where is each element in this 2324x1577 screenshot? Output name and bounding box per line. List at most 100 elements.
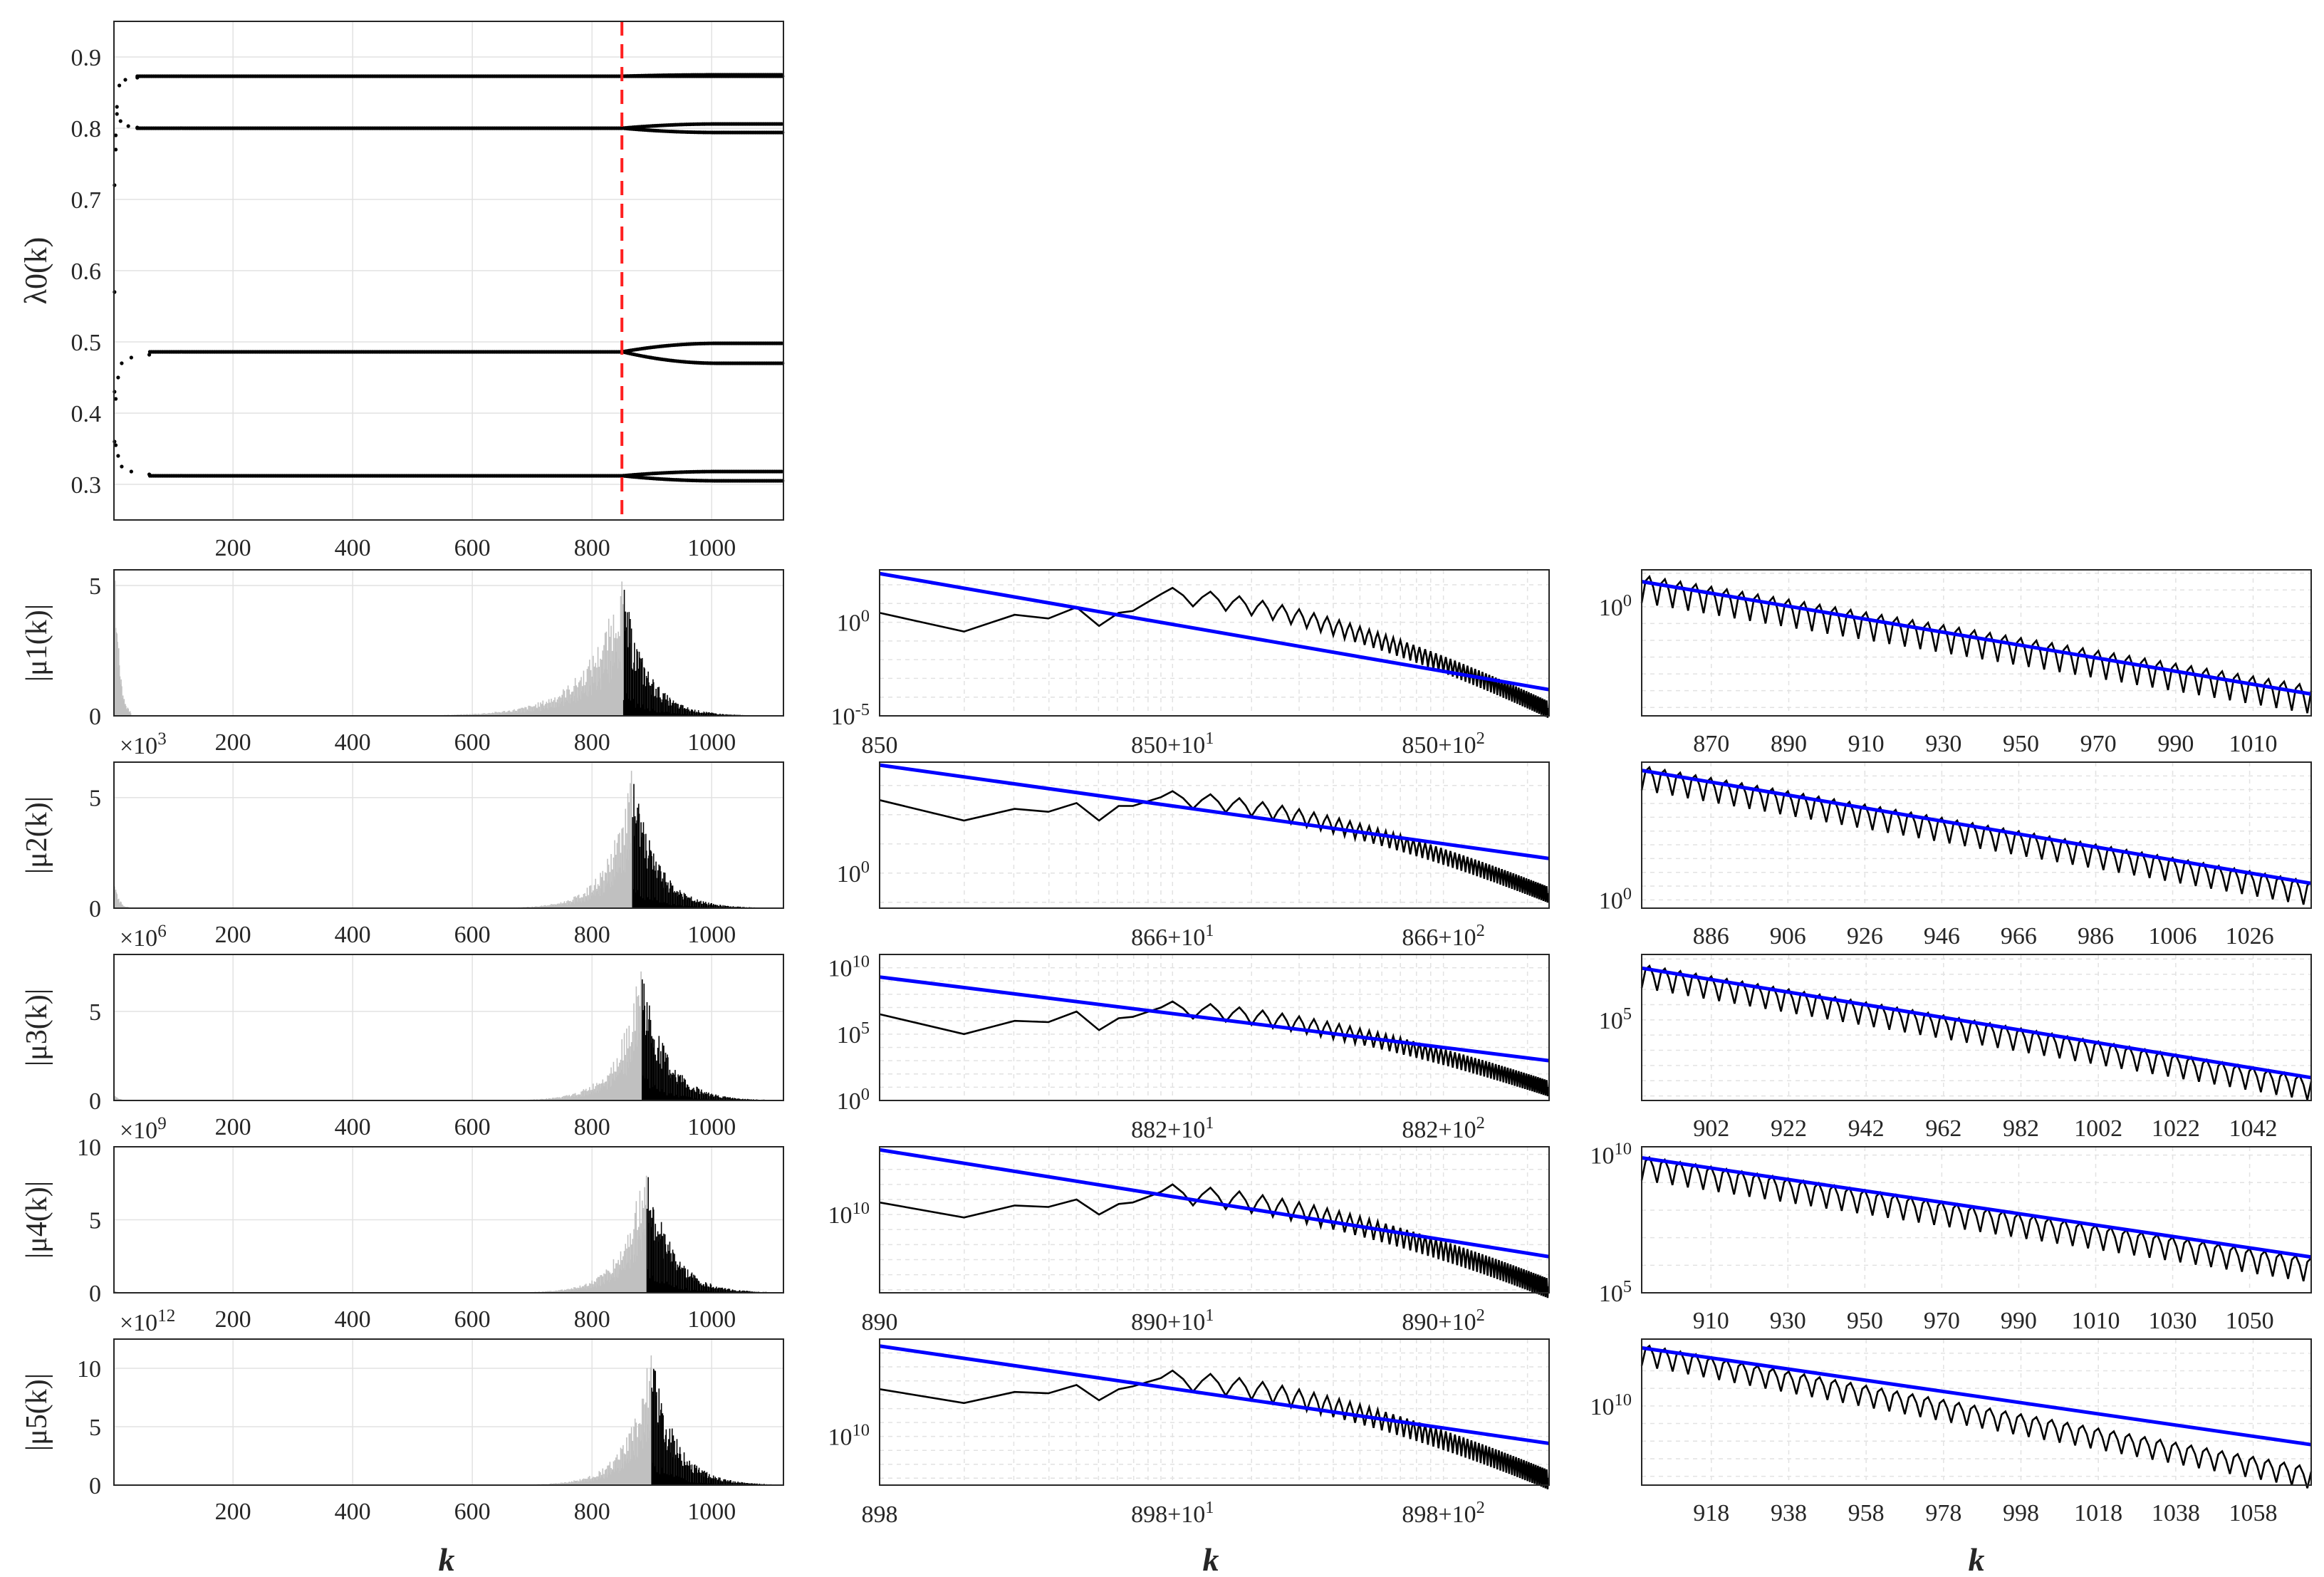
x-tick-label: 966	[2001, 923, 2037, 949]
fit-line-blue	[1641, 1346, 2312, 1447]
x-tick-label: 400	[335, 1114, 371, 1140]
x-tick-label: 400	[335, 922, 371, 948]
axis-exponent: ×103	[120, 729, 167, 760]
x-tick-label: 926	[1847, 923, 1883, 949]
x-tick-label: 800	[574, 1114, 610, 1140]
y-tick-label: 0.3	[71, 472, 102, 499]
x-tick-label: 950	[1847, 1308, 1883, 1334]
axes-frame	[113, 21, 784, 521]
series-line-black	[1640, 1155, 2312, 1282]
axes-frame	[113, 1338, 784, 1486]
lambda-point	[113, 397, 118, 401]
fit-line-blue	[879, 1344, 1550, 1445]
x-tick-label: 990	[2157, 731, 2194, 757]
x-tick-label: 1010	[2071, 1308, 2120, 1334]
x-tick-label: 902	[1693, 1115, 1729, 1142]
x-tick-label: 1000	[687, 729, 736, 756]
x-tick-label: 800	[574, 1499, 610, 1525]
lambda-point	[113, 147, 118, 152]
x-tick-label: 970	[2080, 731, 2117, 757]
x-tick-label: 866+102	[1402, 921, 1484, 952]
lambda-point	[779, 122, 784, 126]
y-tick-label: 1010	[828, 1420, 870, 1451]
y-tick-label: 0.9	[71, 45, 102, 71]
lambda-point	[116, 375, 120, 380]
x-tick-label: 958	[1848, 1500, 1885, 1526]
x-tick-label: 1018	[2074, 1500, 2122, 1526]
lambda-point	[129, 355, 133, 360]
x-tick-label: 600	[454, 1306, 491, 1333]
axes-frame	[1641, 954, 2312, 1101]
x-tick-label: 800	[574, 1306, 610, 1333]
y-axis-label: |μ1(k)|	[21, 604, 53, 682]
y-tick-label: 1010	[1590, 1139, 1632, 1170]
lambda-point	[115, 112, 119, 116]
lambda-point	[129, 469, 133, 474]
axes-frame	[113, 569, 784, 717]
x-tick-label: 600	[454, 535, 491, 561]
panel-log2: 100 866+101 866+102	[837, 761, 1550, 952]
x-tick-label: 906	[1770, 923, 1806, 949]
x-tick-label: 850	[862, 732, 898, 759]
panel-lin3: 105 902 922 942 962 982 1002 1022 1042	[1599, 954, 2313, 1142]
x-tick-label: 1000	[687, 1306, 736, 1333]
y-tick-label: 100	[837, 1085, 870, 1115]
y-tick-label: 5	[89, 573, 101, 600]
x-tick-label: 1000	[687, 535, 736, 561]
x-tick-label: 866+101	[1131, 921, 1214, 952]
x-tick-label: 800	[574, 729, 610, 756]
x-tick-label: 970	[1924, 1308, 1960, 1334]
x-tick-label: 898+102	[1402, 1498, 1484, 1529]
axis-exponent: ×1012	[120, 1306, 175, 1337]
lambda-point	[120, 361, 124, 365]
series-line-black	[879, 1183, 1549, 1298]
y-tick-label: 0	[89, 704, 101, 730]
panel-mu5: 200 400 600 800 1000 0 5 10 ×1012 |μ5(k)|	[21, 1306, 784, 1525]
panel-log3: 1010 105 100 882+101 882+102	[828, 952, 1550, 1144]
x-tick-label: 850+101	[1131, 729, 1214, 759]
x-tick-label: 910	[1848, 731, 1885, 757]
y-axis-label: |μ2(k)|	[21, 796, 53, 874]
y-tick-label: 5	[89, 999, 101, 1026]
axes-frame	[1641, 761, 2312, 909]
panel-mu1: 200 400 600 800 1000 0 5 |μ1(k)|	[21, 569, 784, 756]
x-tick-label: 1030	[2149, 1308, 2197, 1334]
x-tick-label: 1010	[2229, 731, 2277, 757]
series-line-black	[879, 790, 1549, 903]
x-tick-label: 1002	[2074, 1115, 2122, 1142]
series-line-black	[879, 1000, 1549, 1097]
axis-exponent: ×109	[120, 1114, 167, 1145]
y-axis-label: |μ3(k)|	[21, 989, 53, 1066]
x-tick-label: 890+101	[1131, 1306, 1214, 1336]
series-line-black	[879, 586, 1549, 718]
lambda-point	[116, 454, 120, 458]
y-tick-label: 5	[89, 786, 101, 812]
x-tick-label: 400	[335, 729, 371, 756]
lambda-point	[123, 78, 127, 82]
x-tick-label: 600	[454, 729, 491, 756]
x-tick-label: 962	[1925, 1115, 1961, 1142]
panel-mu2: 200 400 600 800 1000 0 5 ×103 |μ2(k)|	[21, 729, 784, 948]
panel-lin5: 1010 918 938 958 978 998 1018 1038 1058	[1590, 1338, 2313, 1526]
x-tick-label: 1038	[2152, 1500, 2200, 1526]
x-tick-label: 890	[862, 1309, 898, 1336]
x-tick-label: 882+101	[1131, 1113, 1214, 1144]
x-tick-label: 938	[1771, 1500, 1807, 1526]
axes-frame	[879, 1338, 1550, 1486]
x-tick-label: 922	[1771, 1115, 1807, 1142]
lambda-point	[113, 443, 118, 447]
y-tick-label: 5	[89, 1415, 101, 1441]
y-tick-label: 100	[1599, 590, 1632, 621]
x-tick-label: 1042	[2229, 1115, 2277, 1142]
x-tick-label: 400	[335, 1499, 371, 1525]
x-tick-label: 200	[215, 1499, 251, 1525]
y-axis-label: |μ5(k)|	[21, 1373, 53, 1451]
y-tick-label: 0	[89, 896, 101, 922]
x-tick-label: 200	[215, 1306, 251, 1333]
x-tick-label: 930	[1770, 1308, 1806, 1334]
lambda-point	[115, 105, 119, 109]
x-tick-label: 886	[1693, 923, 1729, 949]
axes-frame	[1641, 569, 2312, 717]
x-tick-label: 930	[1925, 731, 1961, 757]
